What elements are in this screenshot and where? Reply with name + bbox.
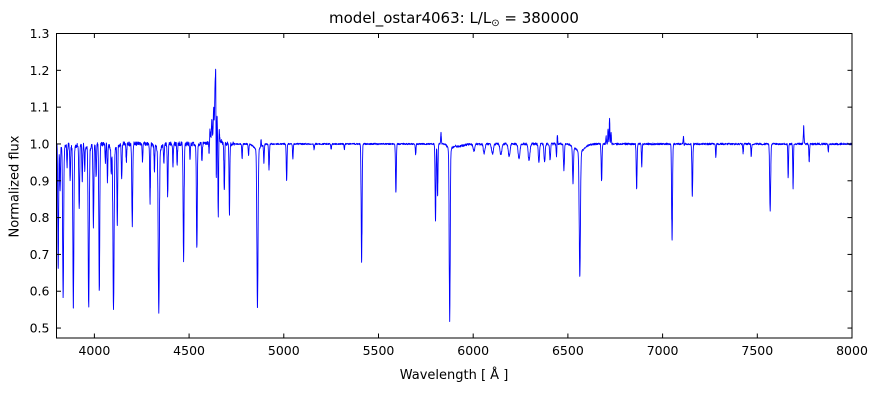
x-axis-label: Wavelength [ Å ] <box>399 368 509 383</box>
plot-title: model_ostar4063: L/L⊙ = 380000 <box>56 9 852 29</box>
x-tick-label: 4500 <box>173 343 205 358</box>
x-tick-label: 7500 <box>741 343 773 358</box>
y-tick-label: 0.8 <box>30 210 50 225</box>
axes-frame <box>56 33 853 339</box>
spectrum-line <box>56 68 852 322</box>
x-tick-label: 6500 <box>552 343 584 358</box>
solar-symbol: ⊙ <box>491 18 500 29</box>
x-tick-label: 6000 <box>457 343 489 358</box>
y-tick-label: 0.9 <box>30 173 50 188</box>
y-tick-label: 0.5 <box>30 321 50 336</box>
y-tick-label: 1.3 <box>30 26 50 41</box>
x-tick-label: 8000 <box>836 343 868 358</box>
y-tick-label: 1.2 <box>30 63 50 78</box>
plot-title-value: = 380000 <box>499 9 579 27</box>
x-tick-label: 5500 <box>363 343 395 358</box>
x-tick-label: 7000 <box>647 343 679 358</box>
y-tick-label: 1.0 <box>30 136 50 151</box>
x-tick-label: 5000 <box>268 343 300 358</box>
plot-title-text: model_ostar4063: L/L <box>329 9 492 27</box>
y-tick-label: 1.1 <box>30 100 50 115</box>
y-tick-label: 0.7 <box>30 247 50 262</box>
y-tick-label: 0.6 <box>30 284 50 299</box>
x-tick-label: 4000 <box>78 343 110 358</box>
